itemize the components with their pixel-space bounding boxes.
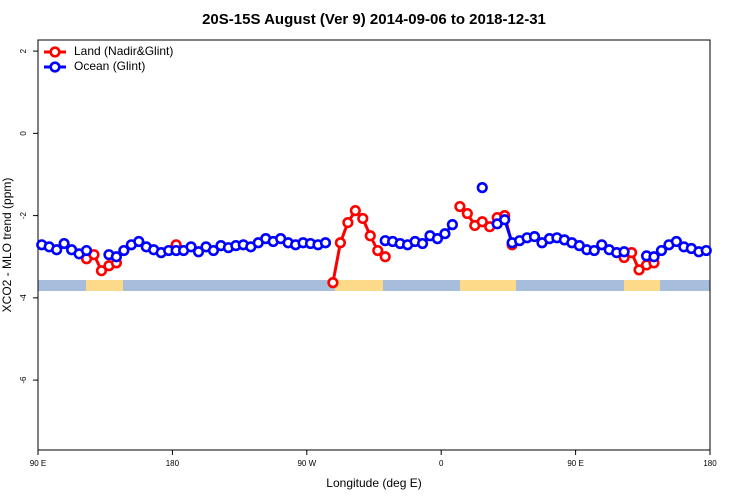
data-point bbox=[439, 228, 451, 240]
data-point bbox=[372, 244, 384, 257]
x-tick-label: 0 bbox=[439, 459, 444, 468]
y-tick-label: -2 bbox=[19, 211, 28, 219]
data-point bbox=[185, 241, 197, 253]
data-point bbox=[461, 207, 473, 220]
land-band bbox=[624, 280, 660, 291]
data-point bbox=[118, 244, 130, 257]
data-point bbox=[499, 214, 511, 226]
data-point bbox=[364, 230, 376, 242]
x-tick-label: 180 bbox=[166, 459, 180, 468]
y-tick-label: -6 bbox=[19, 376, 28, 384]
data-point bbox=[110, 251, 122, 263]
y-axis-label: XCO2 - MLO trend (ppm) bbox=[0, 178, 14, 313]
x-tick-label: 180 bbox=[703, 459, 717, 468]
data-point bbox=[80, 244, 93, 257]
data-point bbox=[416, 237, 429, 250]
data-point bbox=[618, 246, 630, 258]
land-band bbox=[86, 280, 123, 291]
legend-label: Land (Nadir&Glint) bbox=[74, 44, 173, 58]
x-tick-label: 90 W bbox=[297, 459, 316, 468]
data-point bbox=[476, 216, 488, 228]
data-point bbox=[476, 182, 488, 194]
data-point bbox=[334, 237, 347, 249]
data-point bbox=[58, 237, 70, 250]
data-point bbox=[648, 251, 660, 263]
data-point bbox=[51, 244, 63, 256]
data-point bbox=[655, 244, 668, 257]
data-point bbox=[454, 200, 466, 213]
data-point bbox=[588, 244, 600, 257]
y-tick-label: -4 bbox=[19, 294, 28, 302]
data-point bbox=[379, 251, 391, 263]
data-point bbox=[95, 265, 108, 277]
data-point bbox=[700, 244, 712, 257]
data-point bbox=[431, 233, 444, 245]
chart-title: 20S-15S August (Ver 9) 2014-09-06 to 201… bbox=[202, 11, 546, 28]
data-point bbox=[596, 239, 608, 251]
data-point bbox=[446, 219, 459, 231]
data-point bbox=[349, 205, 361, 217]
legend-label: Ocean (Glint) bbox=[74, 59, 145, 73]
land-band bbox=[460, 280, 516, 291]
legend-marker bbox=[49, 46, 61, 58]
x-axis-label: Longitude (deg E) bbox=[326, 476, 421, 490]
data-point bbox=[528, 230, 541, 243]
legend-marker bbox=[49, 61, 61, 73]
data-point bbox=[207, 244, 220, 257]
data-point bbox=[342, 216, 354, 229]
data-point bbox=[319, 237, 332, 249]
surface-mask bbox=[38, 280, 710, 291]
data-point bbox=[327, 277, 339, 289]
y-tick-label: 0 bbox=[19, 131, 28, 136]
data-point bbox=[633, 264, 645, 276]
data-point bbox=[192, 246, 205, 258]
x-tick-label: 90 E bbox=[30, 459, 46, 468]
data-point bbox=[133, 235, 145, 248]
x-tick-label: 90 E bbox=[567, 459, 583, 468]
y-tick-label: 2 bbox=[19, 48, 28, 53]
land-band bbox=[335, 280, 383, 291]
data-point bbox=[670, 235, 683, 248]
data-point bbox=[357, 212, 369, 225]
